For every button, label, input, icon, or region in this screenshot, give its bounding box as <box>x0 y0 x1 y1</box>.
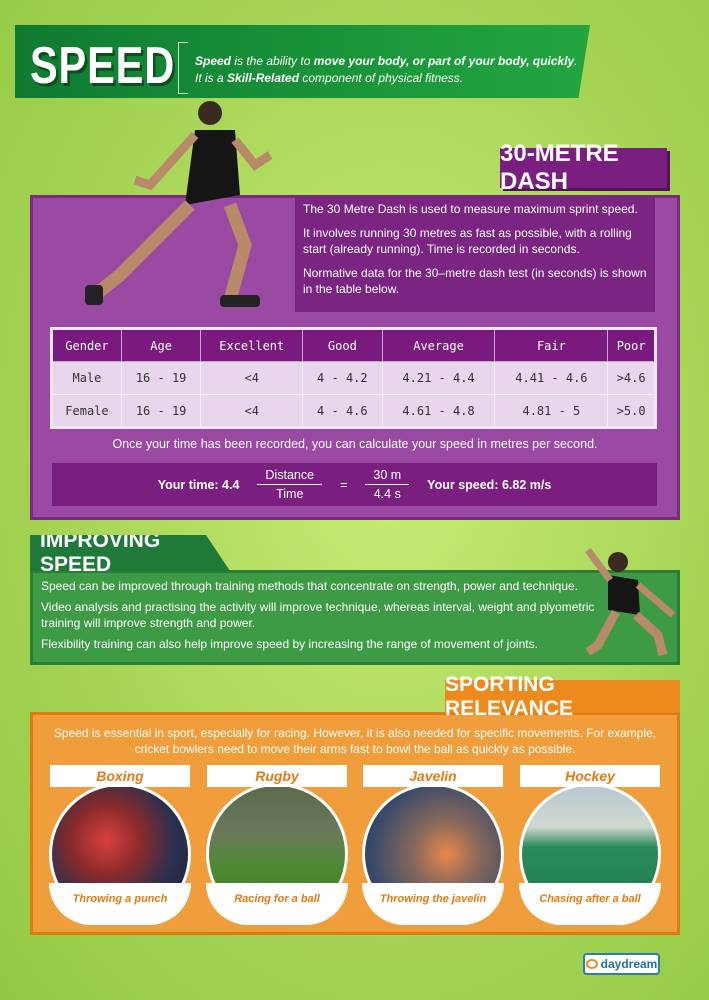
dash-intro: The 30 Metre Dash is used to measure max… <box>295 195 655 312</box>
sport-label: Boxing <box>50 765 190 787</box>
sport-label: Javelin <box>363 765 503 787</box>
sport-card-boxing: Boxing Throwing a punch <box>44 765 196 925</box>
table-cell: 4.81 - 5 <box>494 394 609 428</box>
column-header: Average <box>381 328 496 362</box>
table-cell: 4.41 - 4.6 <box>494 361 609 395</box>
improving-paragraph: Speed can be improved through training m… <box>41 579 579 593</box>
sport-card-javelin: Javelin Throwing the javelin <box>357 765 509 925</box>
table-cell: <4 <box>200 361 304 395</box>
table-cell: >5.0 <box>607 394 656 428</box>
table-cell: 16 - 19 <box>120 394 202 428</box>
denominator: Time <box>276 487 304 501</box>
denominator: 4.4 s <box>373 487 401 501</box>
column-header: Age <box>120 328 202 362</box>
improving-title: Improving Speed <box>30 535 230 571</box>
intro-paragraph: The 30 Metre Dash is used to measure max… <box>303 202 638 216</box>
equals-sign: = <box>340 477 348 492</box>
calc-note: Once your time has been recorded, you ca… <box>112 437 598 451</box>
dash-title: 30-Metre Dash <box>500 140 667 195</box>
sport-label: Rugby <box>207 765 347 787</box>
sport-card-rugby: Rugby Racing for a ball <box>201 765 353 925</box>
table-row: Female 16 - 19 <4 4 - 4.6 4.61 - 4.8 4.81 - 5… <box>51 394 656 428</box>
def-term: Speed <box>195 54 232 68</box>
intro-paragraph: It involves running 30 metres as fast as… <box>303 226 632 256</box>
intro-paragraph: Normative data for the 30–metre dash tes… <box>303 266 647 296</box>
numerator: 30 m <box>365 468 410 485</box>
logo-icon <box>585 959 598 969</box>
def-emph: move your body, or part of your body, qu… <box>313 54 575 68</box>
table-cell: Female <box>51 394 122 428</box>
table-row: Male 16 - 19 <4 4 - 4.2 4.21 - 4.4 4.41 - 4.6… <box>51 361 656 395</box>
bracket-decoration <box>178 42 188 94</box>
sport-label: Hockey <box>520 765 660 787</box>
table-cell: 4 - 4.2 <box>302 361 383 395</box>
def-text: It is a <box>195 71 228 85</box>
column-header: Gender <box>51 328 122 362</box>
sporting-intro: Speed is essential in sport, especially … <box>53 726 657 756</box>
runner-image <box>85 101 273 307</box>
page-title: Speed <box>30 37 176 95</box>
sport-card-hockey: Hockey Chasing after a ball <box>514 765 666 925</box>
def-text: component of physical fitness. <box>299 71 464 85</box>
column-header: Good <box>302 328 383 362</box>
header-banner <box>15 25 590 98</box>
athlete-image <box>585 547 676 657</box>
sport-caption: Throwing a punch <box>49 883 191 925</box>
column-header: Poor <box>607 328 656 362</box>
table-cell: 4 - 4.6 <box>302 394 383 428</box>
logo-text: daydream <box>600 957 658 971</box>
improving-paragraph: Flexibility training can also help impro… <box>41 637 538 651</box>
def-text: is the ability to <box>231 54 314 68</box>
your-speed: Your speed: 6.82 m/s <box>427 477 552 492</box>
sporting-title: Sporting Relevance <box>445 673 680 720</box>
def-emph: Skill-Related <box>227 71 300 85</box>
table-cell: 4.61 - 4.8 <box>381 394 496 428</box>
daydream-logo: daydream <box>583 953 660 975</box>
sport-caption: Chasing after a ball <box>519 883 661 925</box>
table-cell: <4 <box>200 394 304 428</box>
def-text: . <box>574 54 578 68</box>
distance-over-time: Distance Time <box>257 468 323 501</box>
normative-table: Gender Age Excellent Good Average Fair Poor Ma… <box>50 327 657 429</box>
column-header: Excellent <box>200 328 304 362</box>
sport-caption: Throwing the javelin <box>362 883 504 925</box>
column-header: Fair <box>494 328 609 362</box>
numerator: Distance <box>257 468 323 485</box>
your-time: Your time: 4.4 <box>157 477 240 492</box>
definition: Speed is the ability to move your body, … <box>195 53 578 87</box>
speed-formula: Your time: 4.4 Distance Time = 30 m 4.4 s … <box>52 463 657 506</box>
sport-caption: Racing for a ball <box>206 883 348 925</box>
table-cell: 16 - 19 <box>120 361 202 395</box>
improving-section: Speed can be improved through training m… <box>30 570 680 665</box>
values-fraction: 30 m 4.4 s <box>365 468 410 501</box>
improving-paragraph: Video analysis and practising the activi… <box>41 600 595 630</box>
table-cell: >4.6 <box>607 361 656 395</box>
table-cell: 4.21 - 4.4 <box>381 361 496 395</box>
table-cell: Male <box>51 361 122 395</box>
table-header-row: Gender Age Excellent Good Average Fair Poor <box>51 328 656 362</box>
